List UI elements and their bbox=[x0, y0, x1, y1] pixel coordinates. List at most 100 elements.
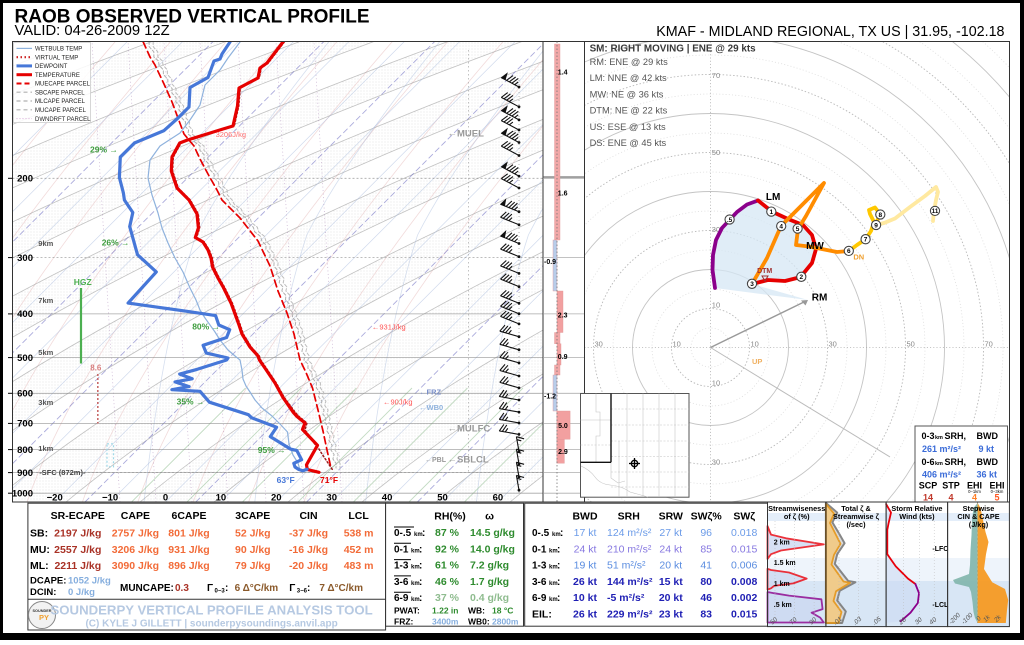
svg-text:←MULFC: ←MULFC bbox=[448, 424, 491, 435]
svg-text:RM: RM bbox=[812, 293, 828, 304]
svg-text:1km: 1km bbox=[38, 444, 53, 453]
svg-text:26 kt: 26 kt bbox=[573, 609, 597, 621]
svg-text:37 %: 37 % bbox=[435, 592, 460, 604]
svg-text:6 Δ°C/km: 6 Δ°C/km bbox=[235, 583, 279, 594]
svg-text:5: 5 bbox=[994, 493, 999, 503]
svg-text:3: 3 bbox=[750, 281, 754, 288]
svg-text:51 m²/s²: 51 m²/s² bbox=[607, 560, 646, 572]
svg-text:VIRTUAL TEMP: VIRTUAL TEMP bbox=[35, 55, 78, 61]
svg-text:.5 km: .5 km bbox=[774, 602, 792, 609]
svg-text:400: 400 bbox=[17, 309, 33, 320]
svg-text:←90J/kg: ←90J/kg bbox=[383, 398, 413, 407]
svg-text:CIN: CIN bbox=[299, 510, 317, 522]
svg-text:2 km: 2 km bbox=[774, 540, 790, 547]
svg-text:0.006: 0.006 bbox=[731, 560, 757, 572]
svg-text:MU:: MU: bbox=[30, 544, 50, 556]
svg-text:95% →: 95% → bbox=[258, 445, 286, 455]
svg-text:←931J/kg: ←931J/kg bbox=[372, 323, 406, 332]
svg-text:3-6: 3-6 bbox=[532, 577, 547, 588]
svg-text:0: 0 bbox=[163, 493, 168, 504]
svg-text:WB:: WB: bbox=[468, 606, 485, 616]
svg-text:DN: DN bbox=[853, 253, 864, 262]
svg-text:5: 5 bbox=[796, 226, 800, 233]
svg-text:5.0: 5.0 bbox=[558, 423, 568, 430]
svg-text:63°F: 63°F bbox=[277, 475, 295, 485]
svg-text:3−6: 3−6 bbox=[297, 589, 308, 595]
svg-text:60: 60 bbox=[493, 493, 504, 504]
svg-text:DTM: DTM bbox=[757, 268, 772, 275]
svg-text:6CAPE: 6CAPE bbox=[171, 510, 206, 522]
svg-text:ω: ω bbox=[485, 511, 494, 523]
svg-text:UP: UP bbox=[752, 357, 762, 366]
svg-text:9: 9 bbox=[874, 222, 878, 229]
svg-text:5km: 5km bbox=[38, 348, 53, 357]
svg-text:SRH,: SRH, bbox=[945, 431, 967, 441]
svg-text:0.015: 0.015 bbox=[731, 609, 757, 621]
svg-text:3km: 3km bbox=[38, 398, 53, 407]
svg-text:WB0:: WB0: bbox=[468, 617, 490, 627]
svg-text:124 m²/s²: 124 m²/s² bbox=[607, 527, 652, 539]
svg-text:Γ: Γ bbox=[207, 583, 213, 594]
svg-text:2197 J/kg: 2197 J/kg bbox=[54, 528, 101, 540]
svg-text:−20: −20 bbox=[47, 493, 63, 504]
svg-text:10 kt: 10 kt bbox=[573, 592, 597, 604]
svg-text:85: 85 bbox=[700, 543, 712, 555]
svg-text:10: 10 bbox=[751, 340, 759, 349]
svg-text:0-.5: 0-.5 bbox=[394, 528, 412, 539]
svg-text:7km: 7km bbox=[38, 296, 53, 305]
svg-text:52 J/kg: 52 J/kg bbox=[235, 528, 271, 540]
svg-text:1.5 km: 1.5 km bbox=[774, 560, 796, 567]
svg-text:1.7 g/kg: 1.7 g/kg bbox=[470, 576, 509, 588]
svg-text:1.4: 1.4 bbox=[558, 70, 568, 77]
svg-text:801 J/kg: 801 J/kg bbox=[168, 528, 209, 540]
svg-text:1000: 1000 bbox=[12, 488, 33, 499]
svg-text:14: 14 bbox=[923, 493, 933, 503]
svg-text:STP: STP bbox=[942, 481, 960, 491]
svg-text:DWNDRFT PARCEL: DWNDRFT PARCEL bbox=[35, 117, 91, 123]
svg-text:300: 300 bbox=[17, 253, 33, 264]
svg-text:406 m²/s²: 406 m²/s² bbox=[922, 470, 961, 480]
svg-text:1: 1 bbox=[769, 209, 773, 216]
svg-text:-20 J/kg: -20 J/kg bbox=[289, 560, 328, 572]
svg-text:6-9: 6-9 bbox=[394, 593, 409, 604]
svg-text:SOUNDERPY VERTICAL PROFILE ANA: SOUNDERPY VERTICAL PROFILE ANALYSIS TOOL bbox=[51, 603, 373, 618]
svg-text:26% →: 26% → bbox=[102, 238, 130, 248]
svg-text:6: 6 bbox=[847, 248, 851, 255]
svg-text:3206 J/kg: 3206 J/kg bbox=[112, 544, 159, 556]
svg-text:144 m²/s²: 144 m²/s² bbox=[607, 576, 653, 588]
svg-text:9 kt: 9 kt bbox=[978, 444, 994, 454]
svg-text:10: 10 bbox=[712, 301, 720, 310]
svg-text:SR-ECAPE: SR-ECAPE bbox=[51, 510, 105, 522]
svg-text:←SBLCL: ←SBLCL bbox=[448, 455, 489, 466]
svg-text:0.008: 0.008 bbox=[731, 576, 757, 588]
svg-text:36 kt: 36 kt bbox=[976, 470, 997, 480]
svg-text:41: 41 bbox=[700, 560, 712, 572]
svg-text:800: 800 bbox=[17, 445, 33, 456]
svg-text:KMAF - MIDLAND REGIONAL, TX US: KMAF - MIDLAND REGIONAL, TX US | 31.95, … bbox=[656, 24, 1004, 40]
svg-text:-LFC: -LFC bbox=[932, 546, 948, 553]
svg-text:(J/kg): (J/kg) bbox=[969, 520, 989, 529]
svg-text:483 m: 483 m bbox=[344, 560, 374, 572]
svg-text:-16 J/kg: -16 J/kg bbox=[289, 544, 328, 556]
svg-text:←MUEL: ←MUEL bbox=[448, 129, 485, 140]
svg-text:MUCAPE PARCEL: MUCAPE PARCEL bbox=[35, 108, 87, 114]
svg-text:61 %: 61 % bbox=[435, 560, 460, 572]
svg-text:9km: 9km bbox=[38, 239, 53, 248]
svg-text:70: 70 bbox=[985, 340, 993, 349]
svg-text::: : bbox=[419, 577, 422, 588]
svg-text:30: 30 bbox=[326, 493, 337, 504]
svg-text:30: 30 bbox=[595, 340, 603, 349]
svg-text:−10: −10 bbox=[102, 493, 118, 504]
svg-text:of ζ (%): of ζ (%) bbox=[784, 512, 810, 521]
svg-text:0.015: 0.015 bbox=[731, 543, 757, 555]
svg-text:46: 46 bbox=[700, 592, 712, 604]
svg-text:538 m: 538 m bbox=[344, 528, 374, 540]
svg-text:PY: PY bbox=[39, 613, 49, 622]
svg-text:BWD: BWD bbox=[977, 457, 999, 467]
svg-text:10: 10 bbox=[712, 379, 720, 388]
svg-text:26 kt: 26 kt bbox=[573, 576, 597, 588]
svg-text:30: 30 bbox=[829, 340, 837, 349]
svg-text:0.018: 0.018 bbox=[731, 527, 757, 539]
svg-text:29% →: 29% → bbox=[90, 145, 118, 155]
svg-text:MLCAPE PARCEL: MLCAPE PARCEL bbox=[35, 99, 86, 105]
